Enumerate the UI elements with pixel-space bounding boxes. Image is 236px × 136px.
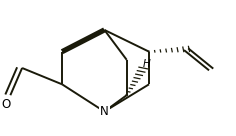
Text: O: O: [1, 98, 10, 111]
Text: N: N: [100, 105, 109, 118]
Text: H: H: [143, 59, 151, 69]
